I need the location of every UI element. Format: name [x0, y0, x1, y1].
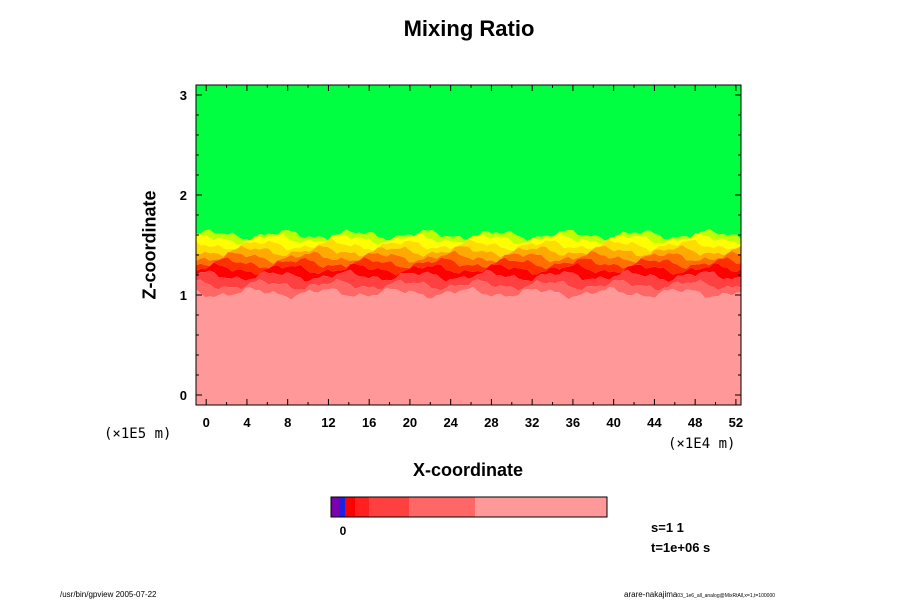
footer-right-sub: 03_1e6_all_analog@MixRtAll,x=1,t=100000: [677, 593, 776, 599]
footer-right: arare-nakajima03_1e6_all_analog@MixRtAll…: [624, 590, 775, 599]
contour-layer: [196, 238, 741, 258]
x-tick-label: 24: [443, 415, 458, 430]
x-tick-label: 4: [243, 415, 251, 430]
contour-layer: [196, 262, 741, 283]
x-tick-label: 0: [203, 415, 210, 430]
y-tick-label: 0: [180, 388, 187, 403]
z-unit-label: (×1E5 m): [104, 426, 172, 442]
axis-ticks: [196, 85, 741, 405]
chart-title: Mixing Ratio: [403, 16, 535, 41]
colorbar-segment: [475, 497, 607, 517]
contour-layer: [196, 269, 741, 291]
x-tick-label: 28: [484, 415, 498, 430]
y-tick-label: 1: [180, 288, 187, 303]
x-tick-label: 16: [362, 415, 376, 430]
x-tick-label: 52: [729, 415, 743, 430]
x-tick-label: 8: [284, 415, 291, 430]
colorbar: 0: [330, 496, 608, 538]
contour-layer: [196, 85, 741, 242]
x-unit-label: (×1E4 m): [668, 436, 736, 452]
x-tick-label: 20: [403, 415, 417, 430]
t-label: t=1e+06 s: [651, 540, 711, 555]
colorbar-segment: [345, 497, 355, 517]
x-tick-label: 40: [606, 415, 620, 430]
y-tick-label: 3: [180, 88, 187, 103]
x-tick-label: 44: [647, 415, 662, 430]
s-label: s=1 1: [651, 520, 684, 535]
contour-layer: [196, 257, 741, 276]
contour-layers: [196, 85, 741, 405]
y-tick-label: 2: [180, 188, 187, 203]
colorbar-frame: [330, 496, 608, 518]
x-tick-label: 48: [688, 415, 702, 430]
contour-layer: [196, 232, 741, 252]
contour-layer: [196, 250, 741, 270]
footer-right-main: arare-nakajima: [624, 590, 678, 599]
footer-left: /usr/bin/gpview 2005-07-22: [60, 590, 157, 599]
x-axis-label: X-coordinate: [412, 460, 523, 480]
x-tick-label: 32: [525, 415, 539, 430]
y-axis-label: Z-coordinate: [139, 190, 160, 300]
contour-layer: [196, 244, 741, 264]
colorbar-segment: [355, 497, 369, 517]
colorbar-label: 0: [340, 524, 347, 538]
contour-layer: [196, 228, 741, 246]
x-tick-label: 12: [321, 415, 335, 430]
colorbar-segment: [409, 497, 475, 517]
colorbar-segment: [331, 497, 339, 517]
colorbar-segment: [369, 497, 409, 517]
plot-frame: [195, 84, 742, 406]
contour-layer: [196, 278, 741, 300]
colorbar-segment: [339, 497, 345, 517]
x-tick-label: 36: [566, 415, 580, 430]
contour-layer: [196, 287, 741, 405]
